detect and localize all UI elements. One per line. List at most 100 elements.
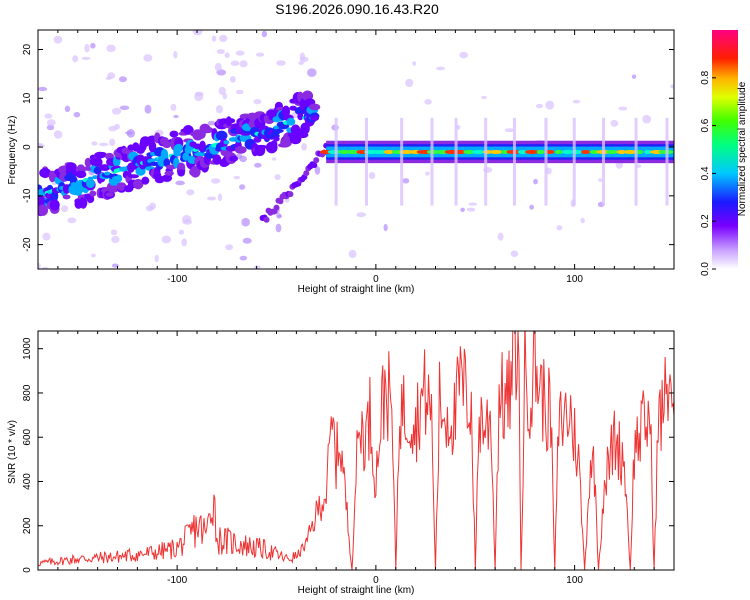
- heatmap-cell: [182, 219, 192, 225]
- heatmap-cell: [301, 142, 307, 151]
- heatmap-cell: [227, 118, 236, 124]
- heatmap-cell: [610, 119, 619, 127]
- heatmap-cell: [173, 114, 179, 119]
- heatmap-cell: [286, 117, 296, 126]
- heatmap-cell: [216, 49, 225, 55]
- heatmap-streak: [544, 117, 548, 206]
- heatmap-cell: [481, 95, 487, 100]
- heatmap-cell: [84, 43, 90, 53]
- heatmap-cell: [500, 149, 510, 154]
- heatmap-cell: [299, 52, 306, 61]
- heatmap-cell: [119, 105, 130, 111]
- heatmap-cell: [273, 204, 280, 211]
- heatmap-cell: [524, 149, 539, 154]
- heatmap-cell: [297, 112, 304, 121]
- heatmap-cell: [242, 135, 249, 140]
- spectrogram-ytick-label: 0: [22, 144, 33, 150]
- heatmap-cell: [39, 167, 52, 178]
- heatmap-cell: [436, 66, 446, 71]
- heatmap-cell: [466, 207, 476, 212]
- heatmap-streak: [484, 117, 488, 206]
- heatmap-cell: [99, 164, 111, 171]
- snr-ylabel: SNR (10 * v/v): [7, 420, 18, 484]
- spectrogram-ylabel: Frequency (Hz): [7, 116, 18, 185]
- heatmap-cell: [402, 178, 410, 184]
- heatmap-cell: [245, 141, 255, 146]
- heatmap-cell: [186, 189, 195, 196]
- heatmap-cell: [212, 154, 222, 165]
- colorbar-tick-label: 0.2: [700, 214, 711, 228]
- heatmap-cell: [229, 155, 239, 162]
- heatmap-cell: [53, 130, 63, 139]
- heatmap-cell: [111, 235, 120, 244]
- snr-ytick-label: 800: [22, 384, 33, 401]
- snr-xlabel: Height of straight line (km): [298, 585, 415, 596]
- heatmap-cell: [211, 178, 221, 184]
- heatmap-streak: [512, 117, 516, 206]
- heatmap-cell: [194, 151, 207, 157]
- colorbar-ticks: 0.0 0.2 0.4 0.6 0.8: [700, 70, 716, 276]
- heatmap-cell: [44, 113, 53, 119]
- heatmap-cell: [211, 35, 217, 42]
- heatmap-cell: [254, 265, 261, 269]
- heatmap-cell: [114, 123, 120, 130]
- heatmap-cell: [109, 138, 116, 147]
- heatmap-streak: [634, 117, 638, 206]
- spectrogram-ytick-label: -20: [22, 237, 33, 252]
- heatmap-cell: [230, 60, 240, 66]
- heatmap-cell: [580, 217, 585, 224]
- heatmap-cell: [239, 255, 248, 261]
- heatmap-cell: [471, 149, 485, 154]
- heatmap-cell: [190, 165, 201, 178]
- heatmap-streak: [400, 117, 404, 206]
- heatmap-cell: [49, 199, 60, 211]
- heatmap-cell: [177, 169, 185, 177]
- heatmap-cell: [224, 52, 230, 58]
- spectrogram-xlabel: Height of straight line (km): [298, 284, 415, 295]
- snr-ytick-label: 600: [22, 428, 33, 445]
- heatmap-cell: [275, 223, 282, 233]
- heatmap-cell: [276, 60, 286, 66]
- heatmap-cell: [572, 99, 581, 104]
- heatmap-cell: [274, 174, 281, 180]
- colorbar-gradient: [712, 30, 738, 269]
- heatmap-cell: [67, 217, 77, 224]
- heatmap-streak: [430, 117, 434, 206]
- heatmap-cell: [144, 104, 152, 114]
- heatmap-cell: [282, 105, 291, 118]
- heatmap-cell: [215, 105, 224, 114]
- heatmap-streak: [602, 117, 606, 206]
- heatmap-cell: [91, 141, 98, 146]
- colorbar-tick-label: 0.0: [700, 262, 711, 276]
- heatmap-cell: [356, 212, 367, 218]
- heatmap-cell: [149, 158, 156, 163]
- heatmap-cell: [270, 140, 278, 148]
- heatmap-cell: [372, 149, 388, 154]
- heatmap-cell: [308, 103, 321, 111]
- heatmap-cell: [178, 229, 185, 235]
- heatmap-cell: [235, 50, 245, 56]
- heatmap-cell: [46, 119, 56, 126]
- heatmap-cell: [97, 151, 107, 158]
- heatmap-cell: [235, 89, 244, 95]
- heatmap-cell: [460, 207, 465, 213]
- heatmap-cell: [175, 151, 182, 156]
- heatmap-cell: [222, 92, 227, 100]
- heatmap-cell: [287, 191, 294, 198]
- heatmap-cell: [104, 171, 111, 176]
- spectrogram-ytick-label: 20: [22, 44, 33, 56]
- heatmap-cell: [307, 68, 317, 77]
- heatmap-cell: [92, 157, 103, 167]
- heatmap-cell: [368, 171, 376, 180]
- heatmap-cell: [277, 198, 284, 205]
- heatmap-cell: [132, 178, 144, 190]
- heatmap-cell: [187, 127, 194, 132]
- heatmap-cell: [345, 149, 361, 154]
- snr-ytick-label: 200: [22, 517, 33, 534]
- spectrogram-xtick-label: 0: [373, 274, 379, 285]
- heatmap-cell: [192, 30, 203, 36]
- heatmap-cell: [110, 229, 118, 236]
- heatmap-cell: [545, 100, 555, 110]
